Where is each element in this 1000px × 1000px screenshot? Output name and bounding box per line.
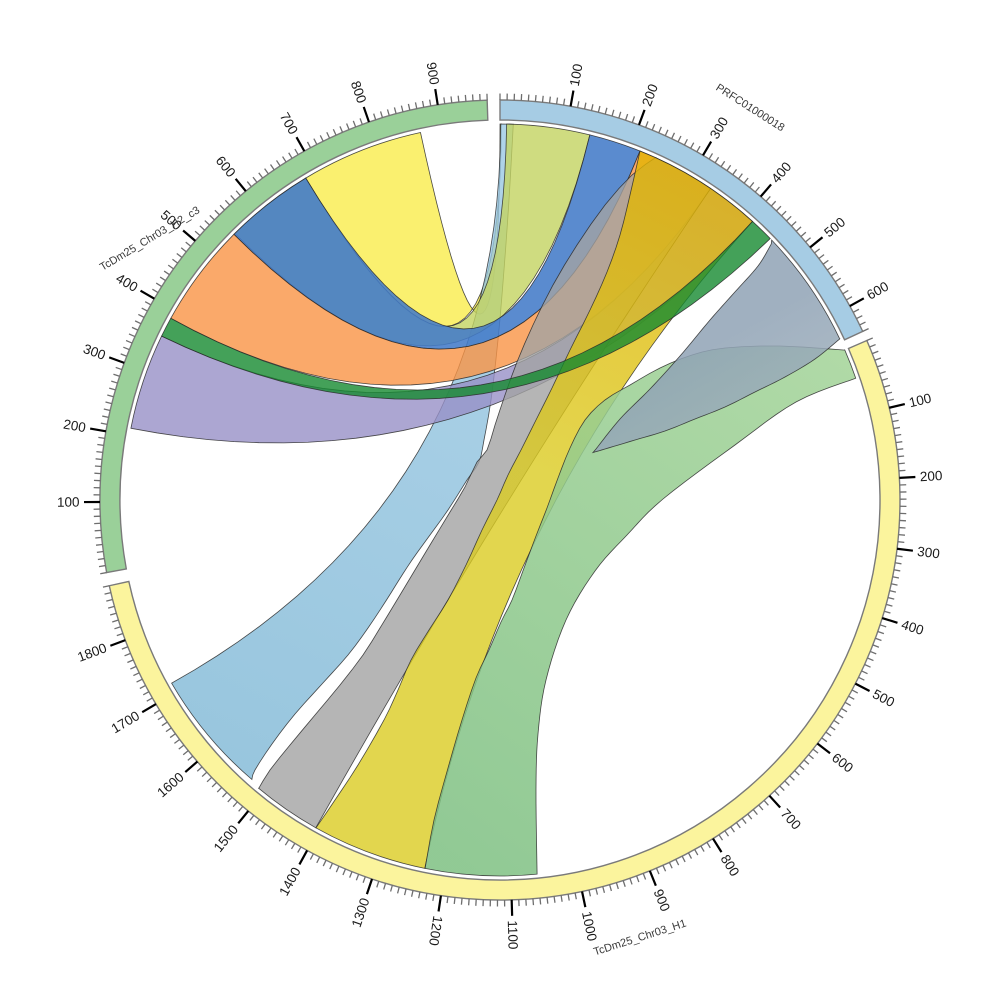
- svg-text:900: 900: [424, 61, 442, 86]
- svg-text:100: 100: [567, 63, 586, 88]
- svg-text:800: 800: [348, 79, 370, 105]
- svg-text:1100: 1100: [505, 920, 521, 949]
- svg-text:200: 200: [919, 468, 942, 484]
- svg-text:1000: 1000: [579, 910, 600, 942]
- svg-text:300: 300: [916, 544, 940, 562]
- svg-text:100: 100: [907, 391, 932, 411]
- svg-text:1200: 1200: [426, 915, 445, 947]
- svg-text:200: 200: [639, 82, 661, 108]
- svg-text:400: 400: [900, 617, 926, 638]
- svg-text:100: 100: [57, 495, 80, 510]
- svg-text:300: 300: [81, 341, 107, 363]
- svg-text:200: 200: [62, 417, 87, 436]
